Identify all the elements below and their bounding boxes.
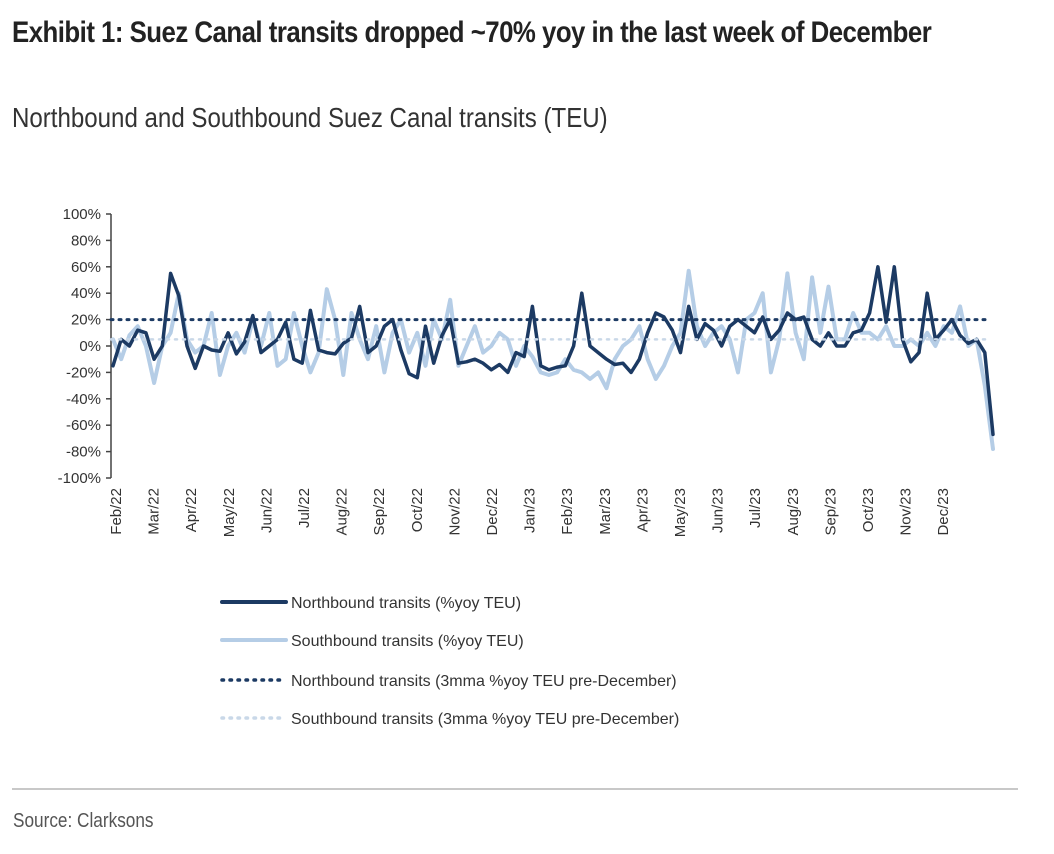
x-axis: Feb/22 Mar/22 Apr/22 May/22 Jun/22 Jul/22 Aug/… [108,488,952,537]
legend-label: Northbound transits (3mma %yoy TEU pre-D… [291,673,677,690]
legend-southbound-3mma: Southbound transits (3mma %yoy TEU pre-D… [220,711,679,728]
y-tick-label: 0% [79,338,101,355]
legend: Northbound transits (%yoy TEU) Southbound… [220,595,679,728]
legend-label: Southbound transits (3mma %yoy TEU pre-D… [291,711,679,728]
northbound-series-line [111,265,995,437]
x-tick-label: Aug/22 [334,488,351,536]
y-tick-label: 100% [63,206,101,223]
y-axis: 100% 80% 60% 40% 20% 0% -20% -40% -60% -80% -100% [58,206,112,487]
x-tick-label: Jun/23 [710,488,727,533]
legend-label: Northbound transits (%yoy TEU) [291,595,521,612]
x-tick-label: Mar/23 [597,488,614,535]
x-tick-label: May/22 [221,488,238,537]
x-tick-label: Oct/22 [409,488,426,532]
y-tick-label: -80% [66,444,101,461]
legend-northbound: Northbound transits (%yoy TEU) [220,595,521,612]
y-tick-label: 60% [71,259,101,276]
x-tick-label: May/23 [672,488,689,537]
x-tick-label: Apr/23 [634,488,651,532]
x-tick-label: Jan/23 [522,488,539,533]
x-tick-label: Dec/22 [484,488,501,536]
divider [12,788,1018,790]
x-tick-label: Jul/23 [747,488,764,528]
x-tick-label: Sep/22 [371,488,388,536]
legend-northbound-3mma: Northbound transits (3mma %yoy TEU pre-D… [220,673,677,690]
x-tick-label: Oct/23 [860,488,877,532]
y-tick-label: -100% [58,470,101,487]
x-tick-label: Nov/23 [898,488,915,536]
x-tick-label: Feb/23 [559,488,576,535]
x-tick-label: Nov/22 [446,488,463,536]
legend-label: Southbound transits (%yoy TEU) [291,633,524,650]
y-tick-label: -60% [66,417,101,434]
x-tick-label: Aug/23 [785,488,802,536]
x-tick-label: Sep/23 [822,488,839,536]
y-tick-label: 80% [71,232,101,249]
y-tick-label: -40% [66,391,101,408]
y-tick-label: -20% [66,364,101,381]
southbound-series-line [111,268,995,451]
source-note: Source: Clarksons [13,810,154,832]
y-tick-label: 40% [71,285,101,302]
chart-title: Exhibit 1: Suez Canal transits dropped ~… [12,16,932,49]
x-tick-label: Mar/22 [146,488,163,535]
x-tick-label: Apr/22 [183,488,200,532]
x-tick-label: Feb/22 [108,488,125,535]
x-tick-label: Dec/23 [935,488,952,536]
x-tick-label: Jun/22 [258,488,275,533]
average-lines [109,318,989,341]
chart-subtitle: Northbound and Southbound Suez Canal tra… [12,102,608,133]
legend-southbound: Southbound transits (%yoy TEU) [220,633,524,650]
y-tick-label: 20% [71,312,101,329]
x-tick-label: Jul/22 [296,488,313,528]
series-lines [111,265,995,451]
